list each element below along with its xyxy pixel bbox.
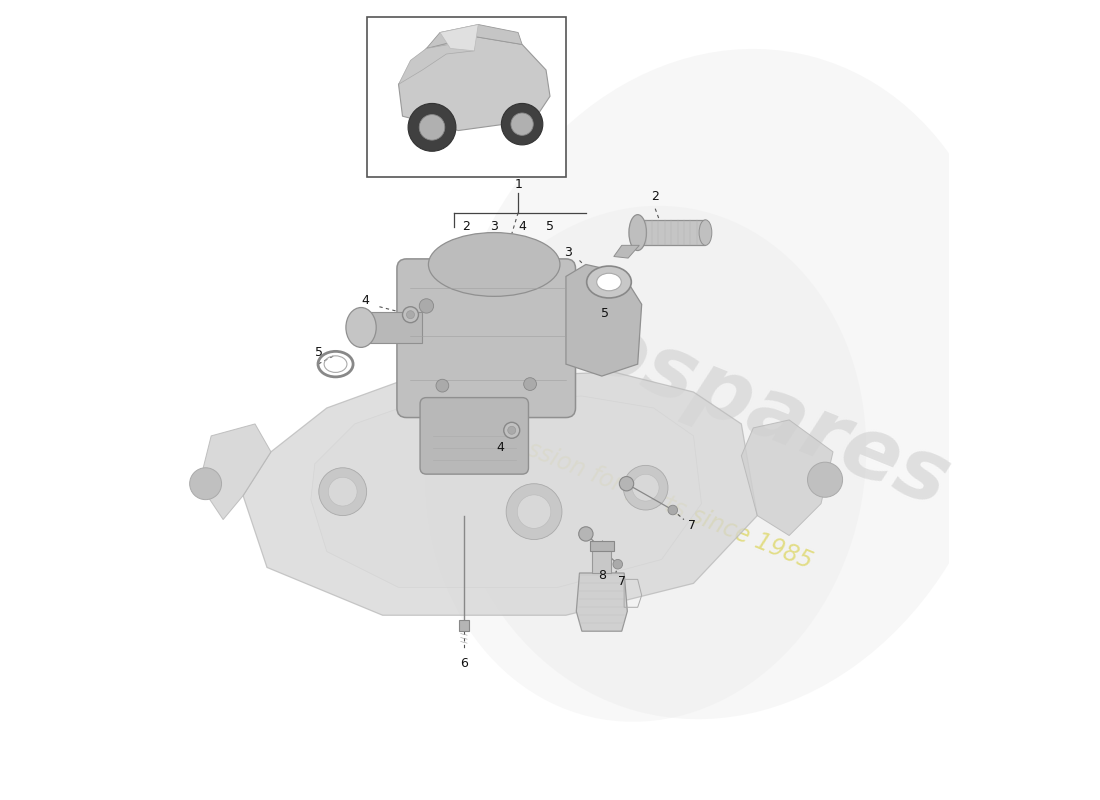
Ellipse shape [629, 214, 647, 250]
Text: 4: 4 [361, 294, 368, 307]
Circle shape [510, 113, 534, 135]
Circle shape [408, 103, 455, 151]
Polygon shape [199, 424, 271, 519]
Circle shape [419, 298, 433, 313]
Circle shape [506, 484, 562, 539]
Text: 8: 8 [597, 569, 606, 582]
Circle shape [613, 559, 623, 569]
Polygon shape [576, 573, 627, 631]
Bar [459, 620, 469, 631]
Text: 4: 4 [518, 220, 526, 233]
Circle shape [579, 526, 593, 541]
Circle shape [632, 474, 659, 501]
Polygon shape [440, 25, 478, 51]
Text: 2: 2 [462, 220, 470, 233]
Text: 5: 5 [546, 220, 554, 233]
Text: 3: 3 [563, 246, 572, 259]
Text: 1: 1 [514, 178, 522, 191]
Text: 5: 5 [315, 346, 322, 358]
Polygon shape [741, 420, 833, 535]
Ellipse shape [442, 49, 1009, 719]
Polygon shape [398, 37, 474, 84]
FancyBboxPatch shape [397, 259, 575, 418]
Ellipse shape [345, 307, 376, 347]
Circle shape [319, 468, 366, 515]
Ellipse shape [700, 220, 712, 246]
Circle shape [436, 379, 449, 392]
Circle shape [807, 462, 843, 498]
Circle shape [403, 306, 418, 322]
Text: eurospares: eurospares [426, 243, 961, 525]
Ellipse shape [586, 266, 631, 298]
Circle shape [329, 478, 358, 506]
Bar [592, 549, 612, 573]
Text: 7: 7 [618, 575, 626, 588]
Circle shape [504, 422, 519, 438]
Ellipse shape [428, 233, 560, 296]
Text: 3: 3 [491, 220, 498, 233]
Text: 7: 7 [688, 519, 696, 533]
Bar [363, 312, 422, 342]
Circle shape [502, 103, 542, 145]
FancyBboxPatch shape [420, 398, 528, 474]
Circle shape [668, 506, 678, 515]
Circle shape [619, 477, 634, 491]
Bar [366, 18, 565, 177]
Circle shape [508, 426, 516, 434]
Text: 2: 2 [651, 190, 659, 203]
Polygon shape [614, 246, 639, 258]
Circle shape [517, 495, 551, 528]
Text: 4: 4 [496, 442, 505, 454]
Text: 5: 5 [601, 307, 609, 321]
Circle shape [407, 310, 415, 318]
Polygon shape [243, 372, 757, 615]
Circle shape [419, 114, 444, 140]
Bar [638, 220, 705, 246]
Polygon shape [398, 37, 550, 130]
Circle shape [624, 466, 668, 510]
Ellipse shape [425, 206, 866, 722]
Circle shape [524, 378, 537, 390]
Text: a passion for parts since 1985: a passion for parts since 1985 [475, 418, 815, 574]
Text: 6: 6 [460, 657, 467, 670]
Circle shape [189, 468, 221, 500]
Bar [590, 541, 614, 550]
Polygon shape [427, 25, 522, 49]
Polygon shape [311, 396, 702, 587]
Ellipse shape [596, 274, 622, 290]
Polygon shape [565, 265, 641, 376]
